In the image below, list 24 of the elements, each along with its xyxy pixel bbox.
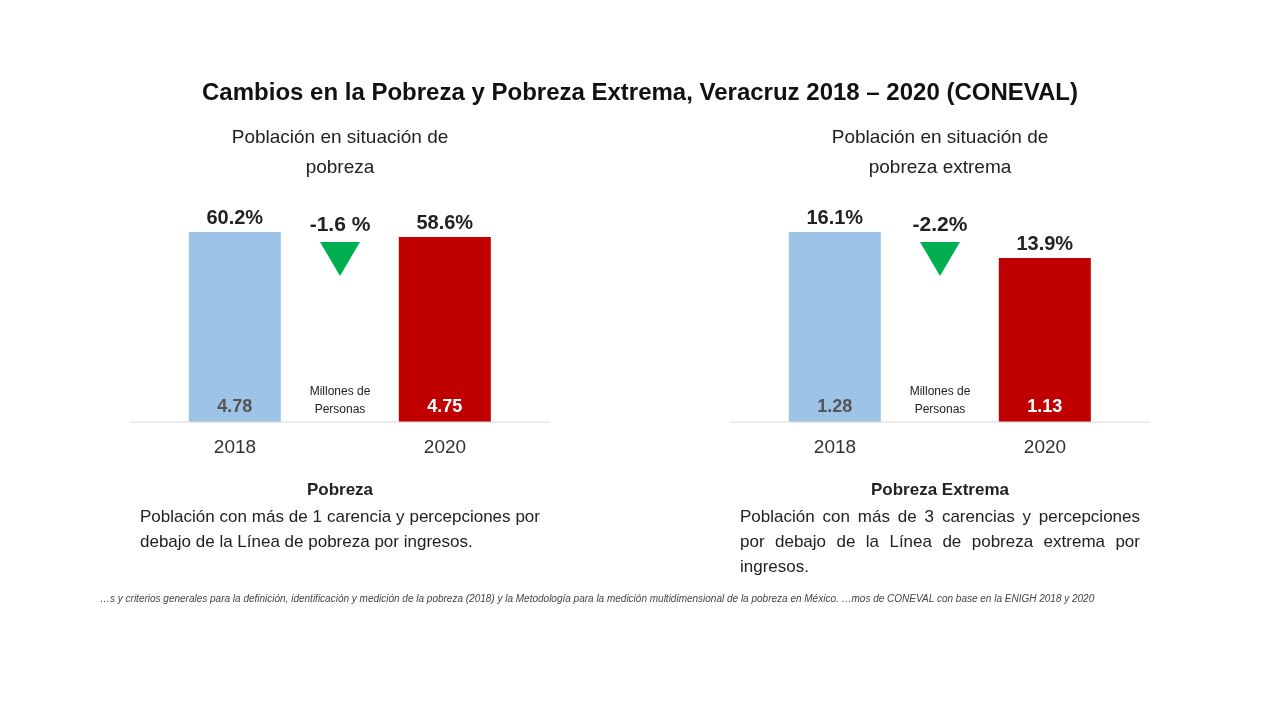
chart-subtitle: Población en situación de pobreza: [230, 125, 450, 179]
text: Cambios en la Pobreza y Pobreza Extrema, Veracruz 2018 – 2020 (CONEVAL): [201, 78, 1079, 106]
text: …s y criterios generales para la definición, identificación y medición de la pobreza (2018) y la Metodología para la medición multidimensional de la pobreza en México. …mos de CONEVAL con base en la ENIGH 2018 y 2020: [100, 593, 1096, 604]
text: Pobreza: [305, 480, 375, 500]
annotation: 1.28: [817, 396, 853, 416]
x-tick-label: 2018: [213, 436, 257, 458]
x-tick-label: 2018: [813, 436, 857, 458]
data-label: 60.2%: [206, 206, 264, 228]
data-label: 16.1%: [806, 206, 864, 228]
annotation: -1.6 %: [308, 212, 372, 236]
annotation: 4.78: [217, 396, 253, 416]
text: Pobreza Extrema: [870, 480, 1010, 500]
annotation: Millones de Personas: [908, 383, 972, 418]
annotation: 4.75: [427, 396, 463, 416]
data-label: 13.9%: [1016, 231, 1074, 254]
chart-subtitle: Población en situación de pobreza extrema: [830, 125, 1050, 179]
annotation: 1.13: [1027, 396, 1063, 416]
x-tick-label: 2020: [1023, 436, 1067, 458]
text: Población con más de 3 carencias y percepciones por debajo de la Línea de pobreza extrema por ingresos.: [740, 506, 1140, 578]
text: Población con más de 1 carencia y percepciones por debajo de la Línea de pobreza por ingresos.: [140, 506, 540, 553]
data-label: 58.6%: [416, 211, 474, 234]
annotation: Millones de Personas: [308, 383, 372, 418]
x-tick-label: 2020: [423, 436, 467, 458]
annotation: -2.2%: [911, 212, 969, 236]
